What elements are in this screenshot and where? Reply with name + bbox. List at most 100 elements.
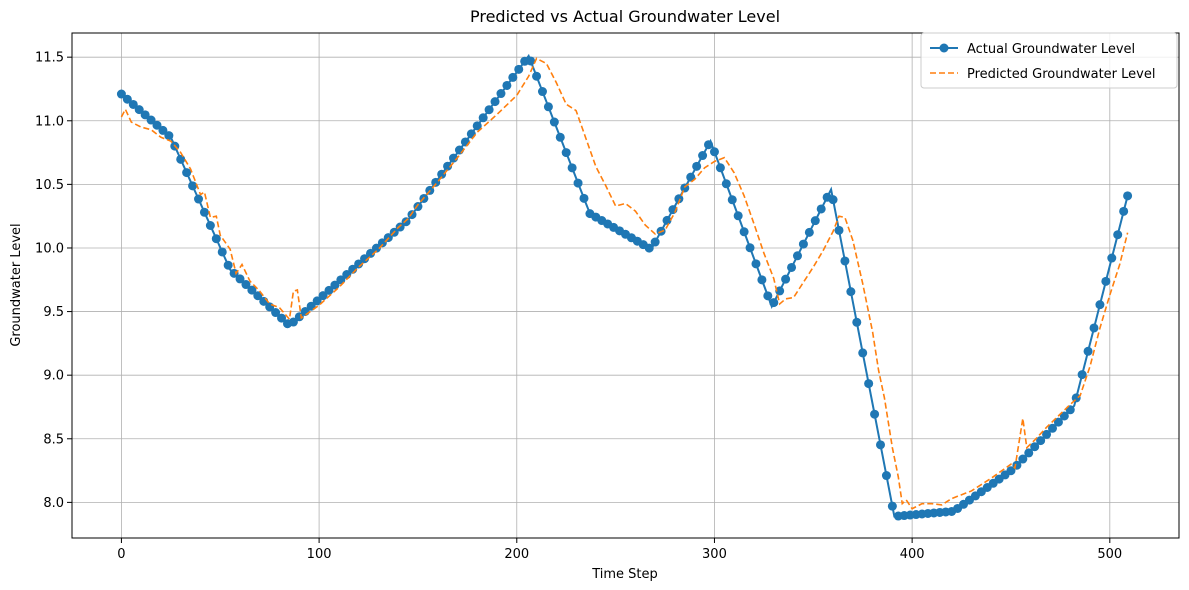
actual-data-point (152, 120, 162, 130)
actual-data-point (288, 317, 298, 327)
actual-data-point (443, 161, 453, 171)
actual-data-point (247, 285, 257, 295)
actual-data-point (810, 216, 820, 226)
actual-data-point (792, 251, 802, 261)
actual-data-point (223, 260, 233, 270)
actual-data-point (1006, 466, 1016, 476)
actual-data-point (253, 291, 263, 301)
actual-data-point (134, 105, 144, 115)
actual-data-point (1024, 448, 1034, 458)
actual-data-point (371, 243, 381, 253)
actual-data-point (401, 217, 411, 227)
actual-data-point (828, 195, 838, 205)
y-tick-label: 10.0 (35, 241, 64, 256)
actual-data-point (128, 99, 138, 109)
actual-data-point (709, 147, 719, 157)
axes-frame (71, 32, 1180, 539)
y-tick-label: 9.5 (43, 305, 64, 320)
actual-data-point (1119, 206, 1129, 216)
y-tick-label: 8.0 (43, 496, 64, 511)
actual-data-point (199, 207, 209, 217)
actual-data-point (1095, 300, 1105, 310)
x-tick-label: 300 (702, 547, 727, 562)
actual-data-point (745, 243, 755, 253)
actual-data-point (478, 113, 488, 123)
actual-data-point (437, 169, 447, 179)
actual-data-point (1053, 417, 1063, 427)
actual-data-point (211, 234, 221, 244)
actual-data-point (887, 501, 897, 511)
actual-data-point (324, 285, 334, 295)
actual-data-point (229, 268, 239, 278)
actual-data-point (727, 195, 737, 205)
actual-data-point (514, 64, 524, 74)
x-tick-label: 500 (1097, 547, 1122, 562)
actual-data-point (650, 237, 660, 247)
actual-data-point (1036, 436, 1046, 446)
actual-data-point (864, 379, 874, 389)
actual-data-point (484, 105, 494, 115)
actual-data-point (188, 181, 198, 191)
actual-data-point (763, 291, 773, 301)
actual-data-point (1042, 429, 1052, 439)
actual-data-point (413, 202, 423, 212)
y-tick-label: 11.0 (35, 114, 64, 129)
y-tick-label: 9.0 (43, 369, 64, 384)
actual-data-point (116, 89, 126, 99)
actual-data-point (354, 259, 364, 269)
actual-data-point (870, 409, 880, 419)
actual-data-point (739, 227, 749, 237)
actual-data-point (561, 148, 571, 158)
actual-data-point (182, 168, 192, 178)
actual-data-point (698, 151, 708, 161)
actual-data-point (537, 87, 547, 97)
predicted-series-line (120, 57, 1129, 510)
actual-data-point (395, 222, 405, 232)
actual-data-point (876, 440, 886, 450)
actual-data-point (715, 163, 725, 173)
y-axis-ticks: 8.0 8.5 9.0 9.5 10.0 10.5 11.0 11.5 (35, 51, 72, 511)
actual-data-point (312, 296, 322, 306)
actual-data-point (176, 154, 186, 164)
actual-data-point (881, 471, 891, 481)
actual-data-point (573, 178, 583, 188)
actual-data-point (1018, 454, 1028, 464)
actual-data-point (1113, 230, 1123, 240)
actual-data-point (840, 256, 850, 266)
plot-area (116, 53, 1133, 521)
x-axis-label: Time Step (591, 567, 658, 582)
actual-data-point (1030, 442, 1040, 452)
y-tick-label: 11.5 (35, 51, 64, 66)
actual-data-point (205, 221, 215, 231)
actual-data-point (377, 238, 387, 248)
actual-data-point (490, 97, 500, 107)
actual-data-point (431, 177, 441, 187)
actual-data-point (122, 94, 132, 104)
actual-data-point (235, 274, 245, 284)
actual-data-point (852, 317, 862, 327)
actual-data-point (704, 140, 714, 150)
actual-data-point (1089, 323, 1099, 333)
actual-data-point (330, 280, 340, 290)
actual-data-point (751, 259, 761, 269)
actual-data-point (567, 163, 577, 173)
x-axis-ticks: 0 100 200 300 400 500 (117, 538, 1122, 562)
actual-data-point (140, 110, 150, 120)
actual-data-point (798, 239, 808, 249)
actual-data-point (549, 117, 559, 127)
actual-data-point (1123, 191, 1133, 201)
actual-data-point (365, 248, 375, 258)
x-tick-label: 400 (900, 547, 925, 562)
y-tick-label: 8.5 (43, 432, 64, 447)
actual-data-point (644, 243, 654, 253)
actual-data-point (858, 348, 868, 358)
actual-data-point (846, 287, 856, 297)
actual-data-point (407, 210, 417, 220)
legend-box (920, 32, 1178, 89)
y-axis-label: Groundwater Level (9, 223, 24, 346)
actual-data-point (775, 286, 785, 296)
actual-data-point (472, 121, 482, 131)
actual-data-point (1047, 423, 1057, 433)
